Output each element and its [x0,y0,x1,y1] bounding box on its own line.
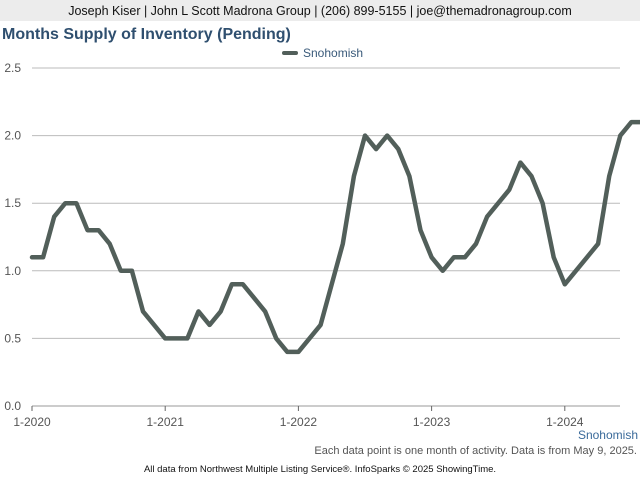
x-tick-label: 1-2021 [147,415,185,429]
y-tick-label: 0.0 [4,399,21,413]
x-tick-label: 1-2022 [280,415,318,429]
x-tick-label: 1-2020 [13,415,51,429]
legend-swatch [282,51,298,55]
y-tick-label: 2.5 [4,61,21,75]
contact-header-bar: Joseph Kiser | John L Scott Madrona Grou… [0,0,640,21]
y-tick-label: 1.5 [4,196,21,210]
x-tick-label: 1-2024 [546,415,584,429]
chart-legend[interactable]: Snohomish [282,46,363,60]
x-axis-series-label: Snohomish [578,428,638,442]
x-tick-label: 1-2023 [413,415,451,429]
y-tick-label: 2.0 [4,129,21,143]
data-source-credit: All data from Northwest Multiple Listing… [143,464,497,475]
legend-label-snohomish: Snohomish [303,46,364,60]
y-tick-label: 1.0 [4,264,21,278]
series-line-snohomish[interactable] [29,119,640,355]
chart-title: Months Supply of Inventory (Pending) [2,26,291,43]
data-footnote: Each data point is one month of activity… [314,445,637,457]
y-tick-label: 0.5 [4,331,21,345]
